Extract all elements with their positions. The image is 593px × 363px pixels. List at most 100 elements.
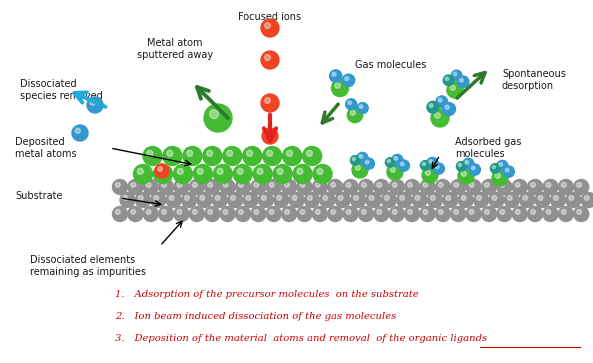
Circle shape [374,179,389,195]
Circle shape [397,192,412,208]
Circle shape [335,83,340,88]
Circle shape [135,192,151,208]
Text: 1. Adsorption of the precursor molecules  on the substrate: 1. Adsorption of the precursor molecules… [115,290,419,299]
Circle shape [285,183,289,187]
Circle shape [251,179,266,195]
Circle shape [243,192,258,208]
Circle shape [377,183,382,187]
Circle shape [237,168,243,174]
Circle shape [350,110,355,115]
Circle shape [347,107,363,123]
Circle shape [531,183,535,187]
Circle shape [457,76,469,88]
Circle shape [415,196,420,200]
Circle shape [451,179,466,195]
Circle shape [331,79,349,97]
Circle shape [497,179,512,195]
Circle shape [451,70,462,81]
Circle shape [147,150,153,156]
Circle shape [143,147,162,166]
Circle shape [320,192,335,208]
Circle shape [425,170,431,175]
Circle shape [144,179,158,195]
Circle shape [158,207,174,221]
Circle shape [338,196,343,200]
Circle shape [508,196,512,200]
Circle shape [359,179,374,195]
Circle shape [246,196,251,200]
Circle shape [184,196,189,200]
Circle shape [113,179,127,195]
Circle shape [231,196,235,200]
Circle shape [465,161,468,164]
Circle shape [342,74,355,86]
Circle shape [197,168,203,174]
Circle shape [213,164,232,184]
Circle shape [154,164,173,184]
Circle shape [553,196,558,200]
Circle shape [528,207,543,221]
Circle shape [451,207,466,221]
Circle shape [431,196,435,200]
Circle shape [365,160,369,164]
Circle shape [189,179,205,195]
Circle shape [315,209,320,214]
Circle shape [423,209,428,214]
Circle shape [492,196,497,200]
Circle shape [515,183,520,187]
Circle shape [471,166,475,170]
Circle shape [307,150,313,156]
Circle shape [277,168,283,174]
Text: 3. Deposition of the material  atoms and removal  of the organic ligands: 3. Deposition of the material atoms and … [115,334,487,343]
Circle shape [235,207,250,221]
Circle shape [387,159,390,163]
Circle shape [75,128,80,133]
Circle shape [477,196,482,200]
Circle shape [205,179,220,195]
Circle shape [151,192,166,208]
Circle shape [359,155,363,158]
Circle shape [400,162,404,166]
Circle shape [428,192,442,208]
Circle shape [407,209,412,214]
Circle shape [331,209,336,214]
Circle shape [363,158,374,169]
Circle shape [167,150,173,156]
Circle shape [131,209,136,214]
Circle shape [304,192,320,208]
Circle shape [269,209,274,214]
Circle shape [183,147,202,166]
Circle shape [466,207,481,221]
Circle shape [223,183,228,187]
Circle shape [205,207,220,221]
Circle shape [158,167,162,171]
Circle shape [217,168,223,174]
Circle shape [357,152,368,164]
Circle shape [469,164,480,175]
Circle shape [120,192,135,208]
Circle shape [404,207,420,221]
Circle shape [384,196,389,200]
Circle shape [446,196,451,200]
Circle shape [346,183,351,187]
Circle shape [313,179,327,195]
Circle shape [431,109,449,127]
Circle shape [128,207,143,221]
Circle shape [350,156,360,165]
Circle shape [282,207,296,221]
Circle shape [423,183,428,187]
Circle shape [204,104,232,132]
Circle shape [181,192,196,208]
Circle shape [500,183,505,187]
Circle shape [469,183,474,187]
Circle shape [262,128,278,144]
Circle shape [138,196,143,200]
Circle shape [345,77,349,81]
Circle shape [253,164,272,184]
Circle shape [474,192,489,208]
Circle shape [492,170,508,186]
Circle shape [264,23,270,28]
Circle shape [546,209,551,214]
Circle shape [266,207,281,221]
Circle shape [427,101,439,113]
